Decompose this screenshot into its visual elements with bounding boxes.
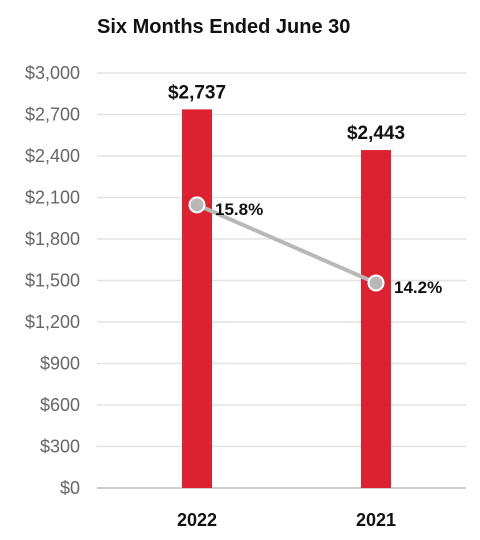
y-tick-label: $300 bbox=[40, 437, 80, 457]
bar-layer bbox=[182, 109, 391, 489]
y-tick-label: $2,100 bbox=[25, 188, 80, 208]
percent-point bbox=[367, 274, 385, 292]
y-tick-label: $1,800 bbox=[25, 229, 80, 249]
y-tick-label: $3,000 bbox=[25, 63, 80, 83]
y-tick-label: $0 bbox=[60, 478, 80, 498]
percent-point bbox=[188, 196, 206, 214]
label-layer: $2,737 $2,443 15.8% 14.2% bbox=[168, 82, 442, 297]
y-tick-label: $2,700 bbox=[25, 105, 80, 125]
x-tick-label: 2021 bbox=[356, 510, 396, 530]
percent-label: 14.2% bbox=[394, 278, 442, 297]
bar-value-label: $2,443 bbox=[347, 123, 405, 144]
bar-value-label: $2,737 bbox=[168, 82, 226, 103]
grid-layer bbox=[97, 72, 466, 448]
percent-line bbox=[196, 202, 377, 285]
y-tick-label: $600 bbox=[40, 395, 80, 415]
y-tick-label: $1,500 bbox=[25, 271, 80, 291]
y-tick-label: $1,200 bbox=[25, 312, 80, 332]
bar-2021 bbox=[361, 150, 391, 488]
percent-label: 15.8% bbox=[215, 200, 263, 219]
y-tick-label: $2,400 bbox=[25, 146, 80, 166]
line-layer bbox=[188, 196, 385, 292]
bar-2022 bbox=[182, 109, 212, 489]
x-tick-label: 2022 bbox=[177, 510, 217, 530]
chart-title: Six Months Ended June 30 bbox=[97, 16, 350, 38]
y-tick-label: $900 bbox=[40, 354, 80, 374]
axis-layer: $0 $300 $600 $900 $1,200 $1,500 $1,800 $2,100 $2… bbox=[25, 63, 466, 530]
